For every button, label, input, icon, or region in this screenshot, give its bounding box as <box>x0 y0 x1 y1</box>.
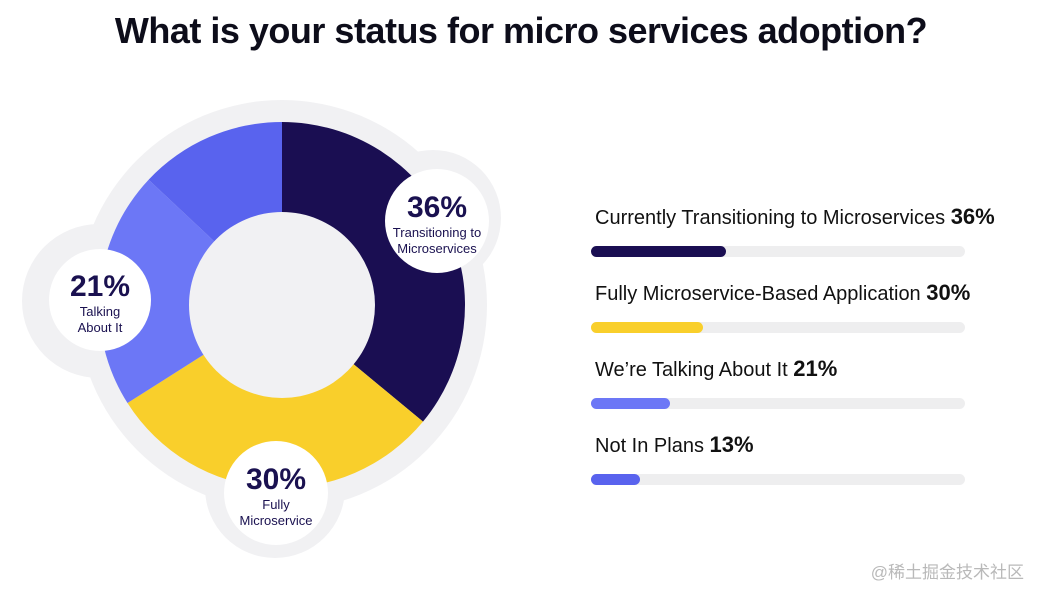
callout-bubble <box>49 249 151 351</box>
callout-label: Talking <box>80 304 120 319</box>
callout-bubble <box>385 169 489 273</box>
legend-percent: 21% <box>793 356 838 381</box>
legend-percent: 30% <box>926 280 971 305</box>
callout-label: Microservice <box>240 513 313 528</box>
callout-label: Fully <box>262 497 290 512</box>
callout-label: Microservices <box>397 241 477 256</box>
progress-fill <box>591 322 704 333</box>
legend-label: Not In Plans <box>595 435 704 457</box>
legend-item-transitioning: Currently Transitioning to Microservices… <box>591 200 995 276</box>
callout-bubble <box>224 441 328 545</box>
progress-track <box>591 474 965 485</box>
progress-track <box>591 322 965 333</box>
progress-track <box>591 246 965 257</box>
progress-fill <box>591 398 670 409</box>
callout-percent: 36% <box>407 191 467 224</box>
chart-title: What is your status for micro services a… <box>114 10 928 51</box>
legend-percent: 36% <box>950 204 995 229</box>
slice-fully-microservice <box>127 354 424 489</box>
watermark: @稀土掘金技术社区 <box>870 563 1024 582</box>
donut-hole <box>189 212 375 398</box>
callout-percent: 21% <box>70 270 130 303</box>
legend-label: Currently Transitioning to Microservices <box>595 207 946 229</box>
legend-label: Fully Microservice-Based Application <box>595 283 921 305</box>
progress-fill <box>591 246 726 257</box>
slice-not-in-plans <box>148 122 282 243</box>
progress-fill <box>591 474 640 485</box>
progress-track <box>591 398 965 409</box>
callout-percent: 30% <box>246 463 306 496</box>
callout-label: Transitioning to <box>393 225 481 240</box>
callout-label: About It <box>78 320 123 335</box>
legend-item-fully-microservice: Fully Microservice-Based Application 30% <box>591 276 971 352</box>
legend-item-not-in-plans: Not In Plans 13% <box>591 428 971 504</box>
legend-label: We’re Talking About It <box>595 359 788 381</box>
legend: Currently Transitioning to Microservices… <box>591 200 995 504</box>
legend-item-talking-about-it: We’re Talking About It 21% <box>591 352 971 428</box>
legend-percent: 13% <box>709 432 754 457</box>
slice-talking-about-it <box>98 179 215 404</box>
